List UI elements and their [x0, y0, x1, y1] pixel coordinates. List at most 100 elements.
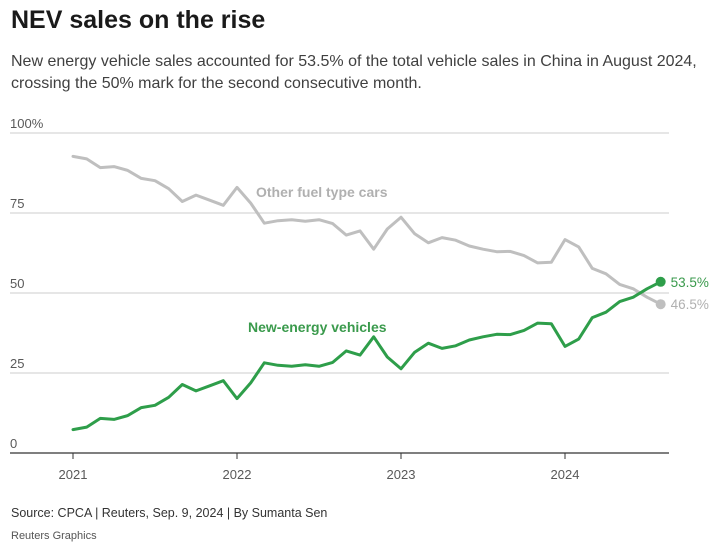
- data-point-nev: [263, 361, 266, 364]
- data-point-nev: [454, 344, 457, 347]
- data-point-other: [181, 200, 184, 203]
- data-point-other: [509, 250, 512, 253]
- series-name-label-other: Other fuel type cars: [256, 184, 388, 200]
- data-point-other: [290, 218, 293, 221]
- data-point-nev: [249, 381, 252, 384]
- data-point-other: [113, 165, 116, 168]
- data-point-other: [277, 219, 280, 222]
- y-tick-label: 100%: [10, 116, 44, 131]
- x-tick-label: 2024: [551, 467, 580, 482]
- data-point-other: [523, 254, 526, 257]
- data-point-other: [263, 222, 266, 225]
- chart-subtitle: New energy vehicle sales accounted for 5…: [11, 53, 697, 92]
- data-point-other: [195, 194, 198, 197]
- data-point-other: [126, 169, 129, 172]
- series-line-nev: [71, 280, 663, 432]
- data-point-other: [577, 245, 580, 248]
- data-point-other: [413, 232, 416, 235]
- data-point-nev: [386, 356, 389, 359]
- data-point-other: [345, 234, 348, 237]
- end-value-label-other: 46.5%: [671, 297, 709, 312]
- data-point-nev: [72, 428, 75, 431]
- data-point-nev: [345, 349, 348, 352]
- x-tick-label: 2023: [387, 467, 416, 482]
- data-point-other: [386, 228, 389, 231]
- data-point-nev: [413, 351, 416, 354]
- data-point-other: [318, 218, 321, 221]
- end-marker-other: [655, 299, 666, 310]
- data-point-other: [400, 216, 403, 219]
- y-tick-label: 25: [10, 356, 24, 371]
- data-point-other: [605, 272, 608, 275]
- data-point-other: [536, 261, 539, 264]
- data-point-other: [564, 238, 567, 241]
- y-tick-label: 75: [10, 196, 24, 211]
- series-layer: [71, 154, 666, 432]
- data-point-other: [140, 177, 143, 180]
- data-point-other: [359, 229, 362, 232]
- data-point-other: [441, 236, 444, 239]
- data-point-other: [632, 287, 635, 290]
- credit-note: Reuters Graphics: [11, 530, 97, 542]
- data-point-nev: [277, 364, 280, 367]
- data-point-other: [427, 241, 430, 244]
- data-point-nev: [441, 347, 444, 350]
- chart-title: NEV sales on the rise: [11, 6, 266, 34]
- y-tick-label: 0: [10, 436, 17, 451]
- data-point-nev: [126, 414, 129, 417]
- data-point-other: [236, 186, 239, 189]
- data-point-nev: [181, 383, 184, 386]
- data-point-other: [618, 283, 621, 286]
- data-point-nev: [482, 335, 485, 338]
- data-point-nev: [618, 300, 621, 303]
- data-point-other: [222, 204, 225, 207]
- data-point-nev: [236, 397, 239, 400]
- label-layer: 0 25 50 75 100% 2021 2022 2023 2024 46.5% Other fu…: [10, 116, 709, 482]
- data-point-nev: [85, 426, 88, 429]
- y-tick-label: 50: [10, 276, 24, 291]
- axis-layer: [10, 452, 669, 459]
- data-point-other: [99, 166, 102, 169]
- data-point-nev: [550, 322, 553, 325]
- data-point-nev: [564, 345, 567, 348]
- data-point-other: [372, 248, 375, 251]
- data-point-nev: [331, 361, 334, 364]
- data-point-other: [331, 222, 334, 225]
- data-point-nev: [304, 363, 307, 366]
- data-point-other: [85, 157, 88, 160]
- data-point-other: [591, 267, 594, 270]
- data-point-nev: [495, 333, 498, 336]
- data-point-nev: [372, 335, 375, 338]
- data-point-other: [454, 239, 457, 242]
- data-point-nev: [195, 389, 198, 392]
- data-point-nev: [536, 322, 539, 325]
- data-point-nev: [632, 296, 635, 299]
- data-point-other: [550, 261, 553, 264]
- data-point-other: [495, 250, 498, 253]
- data-point-nev: [222, 379, 225, 382]
- data-point-nev: [99, 417, 102, 420]
- data-point-nev: [427, 342, 430, 345]
- data-point-nev: [577, 338, 580, 341]
- data-point-nev: [591, 316, 594, 319]
- x-tick-label: 2021: [59, 467, 88, 482]
- series-line-other: [71, 154, 663, 306]
- data-point-other: [304, 220, 307, 223]
- data-point-nev: [140, 406, 143, 409]
- data-point-nev: [509, 333, 512, 336]
- data-point-other: [154, 179, 157, 182]
- data-point-other: [208, 199, 211, 202]
- data-point-other: [646, 296, 649, 299]
- x-tick-label: 2022: [223, 467, 252, 482]
- data-point-nev: [113, 418, 116, 421]
- end-value-label-nev: 53.5%: [671, 275, 709, 290]
- grid-layer: [10, 132, 669, 374]
- data-point-nev: [290, 365, 293, 368]
- data-point-nev: [400, 367, 403, 370]
- series-name-label-nev: New-energy vehicles: [248, 319, 387, 335]
- data-point-nev: [167, 396, 170, 399]
- data-point-other: [249, 202, 252, 205]
- data-point-nev: [359, 354, 362, 357]
- data-point-nev: [523, 329, 526, 332]
- data-point-nev: [646, 287, 649, 290]
